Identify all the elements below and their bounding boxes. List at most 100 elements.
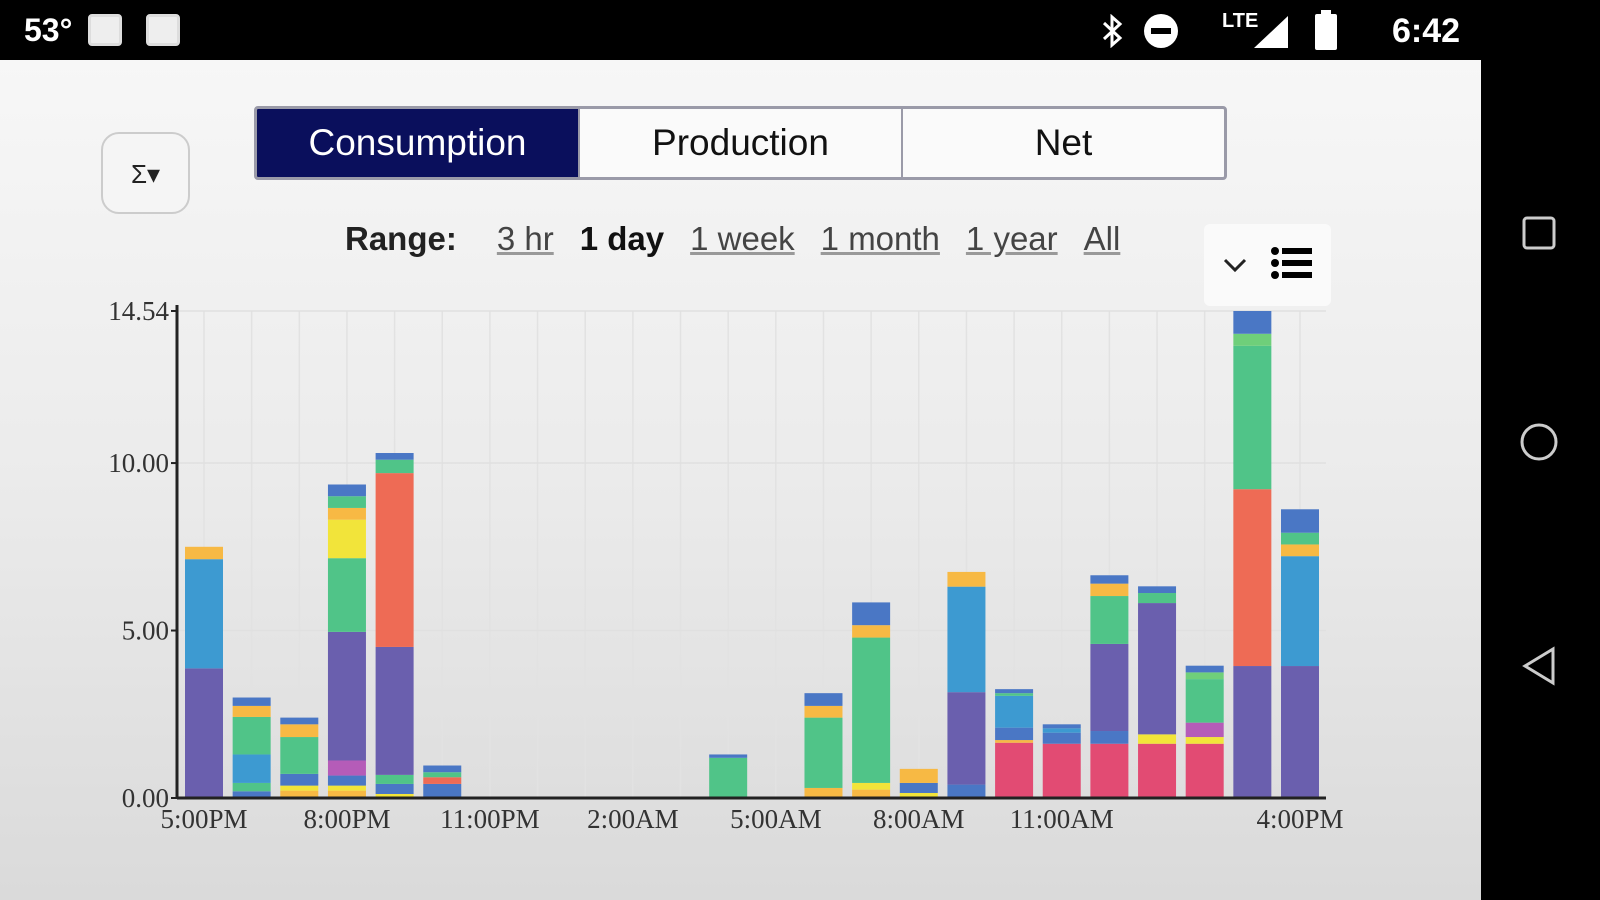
chevron-down-icon[interactable]	[1222, 256, 1248, 274]
bar-segment-blue	[709, 754, 748, 758]
x-tick-label: 11:00PM	[440, 804, 540, 834]
bar-segment-blue	[947, 784, 986, 798]
bar-segment-orange	[327, 507, 366, 520]
list-icon[interactable]	[1270, 246, 1314, 280]
range-3hr[interactable]: 3 hr	[496, 220, 554, 257]
bar-segment-yellow	[280, 785, 319, 791]
bar-segment-purple	[1090, 643, 1129, 732]
temperature: 53°	[24, 12, 73, 48]
y-tick-label: 14.54	[108, 296, 169, 326]
bar-segment-purple	[327, 631, 366, 761]
bar-segment-green	[327, 558, 366, 632]
bar-segment-pink	[1185, 743, 1224, 798]
x-tick-label: 8:00PM	[303, 804, 390, 834]
bar-segment-blue	[1281, 509, 1319, 533]
bar-segment-orange	[232, 705, 271, 717]
bar-segment-blue	[1042, 724, 1081, 729]
bar-segment-yellow	[327, 785, 366, 791]
bar-segment-green	[852, 637, 891, 783]
bar-segment-green	[1138, 593, 1177, 604]
bar-segment-sky	[1042, 728, 1081, 733]
bar-segment-blue	[1138, 586, 1177, 594]
bar-segment-blue	[899, 782, 938, 793]
bar-segment-red	[1233, 489, 1272, 667]
bluetooth-icon	[1102, 14, 1123, 48]
bar-segment-orange	[899, 768, 938, 783]
bar-segment-green	[1281, 532, 1319, 545]
bar-segment-green	[375, 774, 414, 784]
bar-segment-green	[423, 772, 462, 778]
bar-segment-orange	[1090, 583, 1129, 597]
bar-segment-blue	[995, 727, 1034, 741]
bar-segment-sky	[995, 695, 1034, 728]
range-1day[interactable]: 1 day	[579, 220, 665, 257]
bar-segment-blue	[1090, 575, 1129, 584]
bar-segment-red	[423, 777, 462, 784]
bar-segment-blue	[280, 717, 319, 725]
bar-segment-green	[1185, 679, 1224, 723]
bar-segment-pink	[1090, 743, 1129, 798]
range-all[interactable]: All	[1083, 220, 1121, 257]
bar-segment-orange	[947, 571, 986, 587]
legend-toggle[interactable]	[1204, 224, 1331, 306]
battery-icon	[1315, 10, 1337, 50]
home-button[interactable]	[1519, 422, 1559, 462]
tab-consumption[interactable]: Consumption	[257, 109, 578, 177]
tab-production[interactable]: Production	[578, 109, 901, 177]
bar-segment-green	[1090, 596, 1129, 644]
x-tick-label: 2:00AM	[587, 804, 679, 834]
bar-segment-green	[280, 737, 319, 774]
range-1year[interactable]: 1 year	[965, 220, 1058, 257]
bar-segment-green	[232, 782, 271, 792]
bar-segment-blue	[232, 791, 271, 798]
tab-net[interactable]: Net	[901, 109, 1224, 177]
bar-segment-magenta	[327, 760, 366, 776]
bar-segment-blue	[423, 783, 462, 798]
bar-segment-blue	[1042, 732, 1081, 744]
bar-segment-sky	[232, 754, 271, 783]
bar-segment-blue	[995, 689, 1034, 694]
back-button[interactable]	[1521, 646, 1557, 686]
bar-segment-orange	[327, 790, 366, 798]
bar-segment-magenta	[1185, 722, 1224, 738]
bar-segment-blue	[1185, 665, 1224, 673]
status-bar: 53° LTE 6:42	[0, 0, 1600, 60]
bar-segment-blue	[327, 775, 366, 786]
bar-segment-yellow	[852, 782, 891, 790]
mode-segmented-control: Consumption Production Net	[254, 106, 1227, 180]
bar-segment-blue	[375, 453, 414, 460]
do-not-disturb-icon	[1144, 14, 1178, 48]
x-tick-label: 5:00PM	[160, 804, 247, 834]
energy-app: Σ▾ Consumption Production Net Range: 3 h…	[0, 60, 1481, 900]
bar-segment-yellow	[1185, 737, 1224, 744]
range-1week[interactable]: 1 week	[690, 220, 795, 257]
bar-segment-pink	[995, 742, 1034, 798]
bar-segment-sky	[947, 586, 986, 693]
range-label: Range:	[345, 220, 457, 257]
bar-segment-orange	[804, 705, 843, 718]
bar-segment-green	[709, 757, 748, 798]
bar-segment-orange	[852, 789, 891, 798]
bar-segment-yellow	[899, 792, 938, 798]
y-tick-label: 10.00	[108, 448, 169, 478]
bar-segment-blue	[280, 773, 319, 786]
activity-notification-icon	[146, 14, 180, 46]
bar-segment-green	[327, 496, 366, 508]
y-tick-label: 0.00	[122, 783, 169, 813]
bar-segment-green	[375, 459, 414, 474]
bar-segment-blue	[327, 484, 366, 497]
x-tick-label: 5:00AM	[730, 804, 822, 834]
bar-segment-blue	[1233, 311, 1272, 334]
recent-apps-button[interactable]	[1521, 215, 1557, 251]
bar-segment-blue	[852, 602, 891, 626]
bar-segment-blue	[375, 783, 414, 794]
bar-segment-purple	[1138, 603, 1177, 735]
image-notification-icon	[88, 14, 122, 46]
range-1month[interactable]: 1 month	[820, 220, 940, 257]
android-nav-bar	[1481, 60, 1600, 900]
aggregate-menu-button[interactable]: Σ▾	[101, 132, 190, 214]
x-tick-label: 4:00PM	[1256, 804, 1343, 834]
bar-segment-purple	[375, 646, 414, 775]
bar-segment-purple	[185, 668, 223, 798]
clock: 6:42	[1392, 12, 1461, 50]
